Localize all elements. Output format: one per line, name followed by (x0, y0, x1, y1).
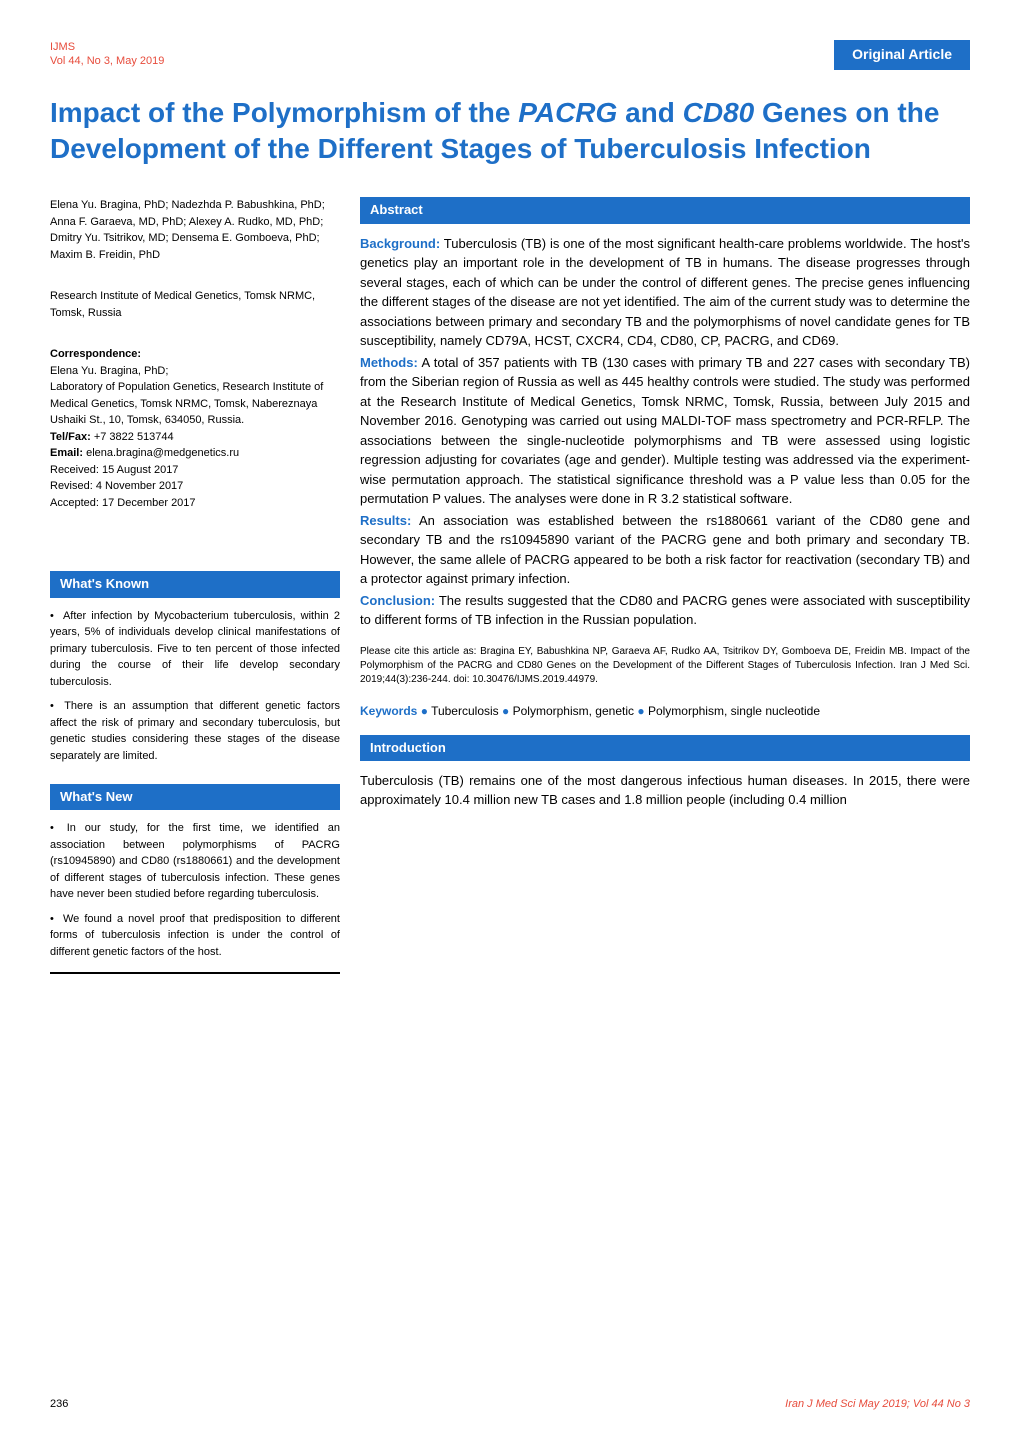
footer-journal-ref: Iran J Med Sci May 2019; Vol 44 No 3 (785, 1397, 970, 1412)
whats-known-content: After infection by Mycobacterium tubercu… (50, 608, 340, 765)
article-type-badge: Original Article (834, 40, 970, 70)
keyword: Tuberculosis (431, 704, 499, 718)
abstract-background: Background: Tuberculosis (TB) is one of … (360, 234, 970, 351)
keywords-label: Keywords (360, 704, 417, 718)
whats-new-content: In our study, for the first time, we ide… (50, 820, 340, 974)
correspondence-block: Correspondence: Elena Yu. Bragina, PhD; … (50, 346, 340, 511)
authors-block: Elena Yu. Bragina, PhD; Nadezhda P. Babu… (50, 197, 340, 263)
whats-known-header: What's Known (50, 571, 340, 597)
keywords-block: Keywords ● Tuberculosis ● Polymorphism, … (360, 702, 970, 720)
whats-known-bullet: After infection by Mycobacterium tubercu… (50, 608, 340, 691)
page-number: 236 (50, 1397, 68, 1412)
introduction-body: Tuberculosis (TB) remains one of the mos… (360, 771, 970, 810)
correspondence-heading: Correspondence: (50, 346, 340, 363)
journal-volume: Vol 44, No 3, May 2019 (50, 54, 164, 68)
introduction-header: Introduction (360, 735, 970, 761)
citation-block: Please cite this article as: Bragina EY,… (360, 645, 970, 687)
left-column: Elena Yu. Bragina, PhD; Nadezhda P. Babu… (50, 197, 340, 994)
keyword: Polymorphism, genetic (513, 704, 634, 718)
right-column: Abstract Background: Tuberculosis (TB) i… (360, 197, 970, 994)
abstract-conclusion: Conclusion: The results suggested that t… (360, 591, 970, 630)
journal-info: IJMS Vol 44, No 3, May 2019 (50, 40, 164, 69)
correspondence-received: Received: 15 August 2017 (50, 462, 340, 479)
journal-name: IJMS (50, 40, 164, 54)
abstract-methods: Methods: A total of 357 patients with TB… (360, 353, 970, 509)
whats-new-bullet: In our study, for the first time, we ide… (50, 820, 340, 903)
correspondence-email: Email: elena.bragina@medgenetics.ru (50, 445, 340, 462)
correspondence-revised: Revised: 4 November 2017 (50, 478, 340, 495)
keyword-separator: ● (637, 704, 648, 718)
correspondence-accepted: Accepted: 17 December 2017 (50, 495, 340, 512)
whats-new-bullet: We found a novel proof that predispositi… (50, 911, 340, 961)
abstract-header: Abstract (360, 197, 970, 223)
article-title: Impact of the Polymorphism of the PACRG … (50, 95, 970, 168)
affiliation-block: Research Institute of Medical Genetics, … (50, 288, 340, 321)
whats-known-bullet: There is an assumption that different ge… (50, 698, 340, 764)
correspondence-name: Elena Yu. Bragina, PhD; (50, 363, 340, 380)
page-footer: 236 Iran J Med Sci May 2019; Vol 44 No 3 (50, 1397, 970, 1412)
abstract-results: Results: An association was established … (360, 511, 970, 589)
keyword-separator: ● (502, 704, 513, 718)
keyword-separator: ● (421, 704, 431, 718)
whats-new-header: What's New (50, 784, 340, 810)
keyword: Polymorphism, single nucleotide (648, 704, 820, 718)
correspondence-telfax: Tel/Fax: +7 3822 513744 (50, 429, 340, 446)
correspondence-address: Laboratory of Population Genetics, Resea… (50, 379, 340, 429)
abstract-body: Background: Tuberculosis (TB) is one of … (360, 234, 970, 630)
